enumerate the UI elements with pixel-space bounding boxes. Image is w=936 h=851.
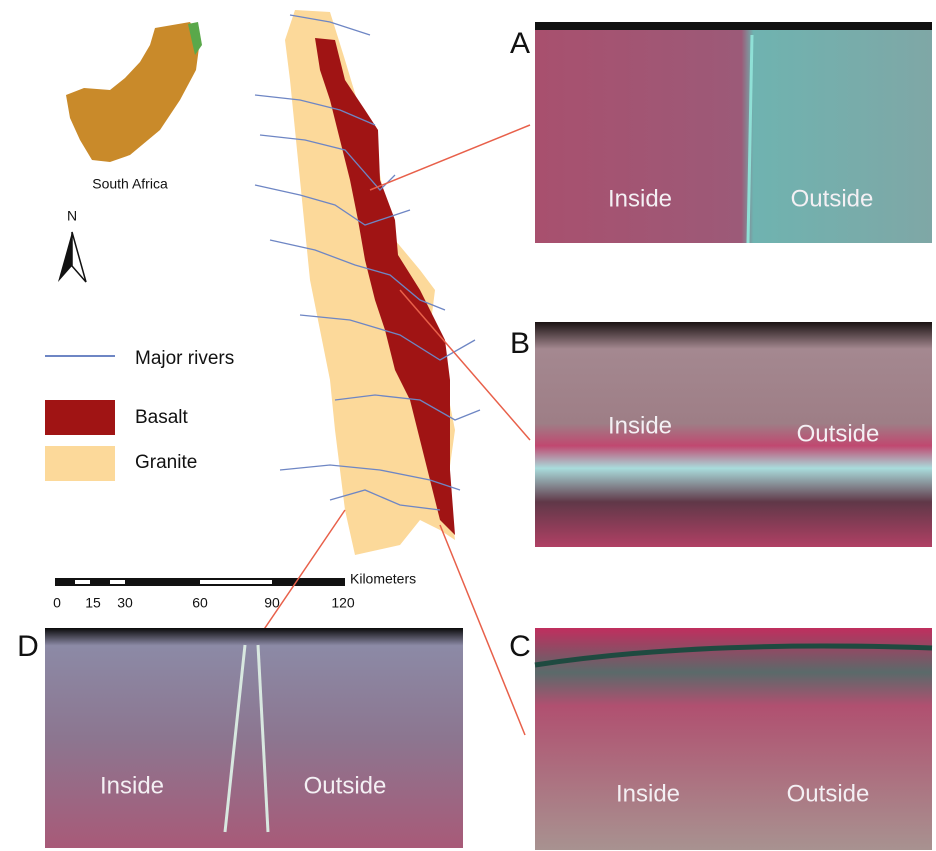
figure: South Africa N Major rivers Basalt Grani…: [0, 0, 936, 851]
panel-label: A: [510, 27, 530, 60]
photo-c: [535, 628, 932, 850]
scale-tick: 60: [192, 595, 208, 611]
inside-label: Inside: [616, 780, 680, 807]
inset-label: South Africa: [92, 176, 168, 192]
panel-label: B: [510, 327, 530, 360]
panel-label: C: [509, 630, 531, 663]
scale-tick: 30: [117, 595, 133, 611]
scale-tick: 120: [331, 595, 355, 611]
photo-d: [45, 628, 463, 848]
scale-unit: Kilometers: [350, 571, 416, 587]
legend-label: Basalt: [135, 407, 189, 428]
scale-bar-segment: [200, 580, 272, 584]
inside-label: Inside: [100, 772, 164, 799]
outside-label: Outside: [304, 772, 387, 799]
scale-tick: 0: [53, 595, 61, 611]
legend-label: Granite: [135, 452, 197, 473]
north-label: N: [67, 208, 77, 224]
outside-label: Outside: [797, 420, 880, 447]
panel-label: D: [17, 630, 39, 663]
legend-granite-swatch: [45, 446, 115, 481]
photo-sky: [535, 22, 932, 30]
legend-label: Major rivers: [135, 348, 234, 369]
outside-label: Outside: [791, 185, 874, 212]
inside-label: Inside: [608, 412, 672, 439]
scale-bar-segment: [110, 580, 125, 584]
north-arrow-left: [58, 232, 72, 282]
outside-label: Outside: [787, 780, 870, 807]
legend-basalt-swatch: [45, 400, 115, 435]
north-arrow-right: [72, 232, 86, 282]
scale-bar-segment: [75, 580, 90, 584]
scale-tick: 15: [85, 595, 101, 611]
inside-label: Inside: [608, 185, 672, 212]
south-africa-shape: [66, 22, 200, 162]
